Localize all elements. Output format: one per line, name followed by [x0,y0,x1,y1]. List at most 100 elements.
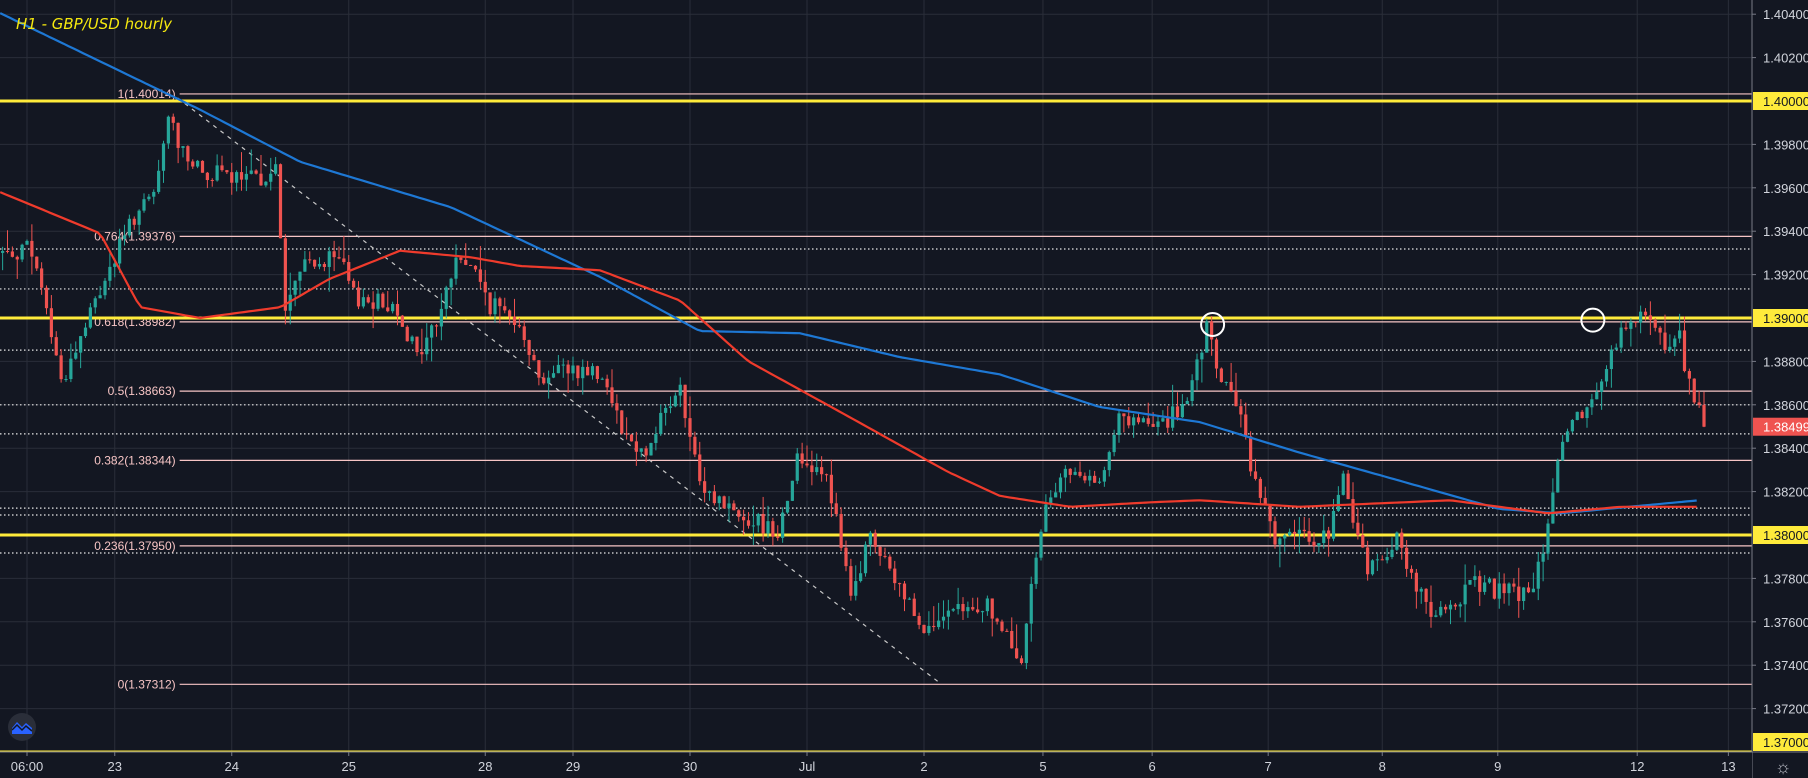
candle-body [1556,460,1560,493]
candle-body [688,418,692,437]
candle [269,157,273,191]
candle-body [1409,568,1414,573]
candle [1244,402,1248,440]
candle-body [1068,468,1072,475]
candle [703,467,707,503]
candle-body [586,366,590,376]
candle-body [1083,475,1087,481]
candle-body [1551,492,1555,524]
logo-icon[interactable] [8,713,36,741]
candle-body [459,257,463,260]
candle [10,246,14,258]
candle [147,193,151,202]
candle-body [69,358,73,380]
settings-gear-icon[interactable]: ☼ [1774,757,1792,777]
candle [498,296,502,324]
candle [469,264,473,267]
candle-body [1224,381,1228,383]
candle-body [210,180,214,182]
candle [1010,617,1014,649]
candle [332,240,336,272]
candle [1268,504,1272,539]
candle [249,149,253,175]
candle [907,597,911,600]
candle [186,145,190,171]
candle [381,292,385,309]
candle-body [532,354,536,361]
candle-body [1019,658,1024,664]
candle [1000,619,1004,633]
candle [215,154,219,182]
candle [1361,523,1365,548]
candle-body [893,568,897,584]
candle [98,286,102,299]
candle-body [215,165,219,181]
candle-body [1453,604,1457,607]
candle [776,525,780,541]
candle [824,473,829,482]
candle-body [1512,583,1516,587]
candle-body [264,181,268,186]
candle-body [717,496,721,504]
price-tick-label: 1.38800 [1763,354,1808,369]
candle [951,607,955,612]
candle [1556,458,1560,493]
candle [278,163,283,239]
candle [1029,576,1033,642]
candle [1093,470,1097,483]
candle-body [293,280,297,295]
candle-body [971,607,975,610]
candle-body [820,467,824,475]
candle-body [556,364,560,374]
candle [878,546,882,566]
candle [1687,368,1691,395]
candle [512,298,517,333]
candle [1214,337,1219,379]
candle [473,265,478,272]
candle-body [1502,583,1506,594]
candle [1424,588,1428,614]
candle-body [469,264,473,266]
candle [1658,326,1662,345]
candle-body [225,170,229,173]
candle-body [59,355,63,380]
candle-body [1317,543,1321,547]
candle [1107,450,1111,477]
price-tick-label: 1.37800 [1763,571,1808,586]
candle-body [873,532,877,547]
candle-body [1214,339,1219,369]
candle [1195,353,1199,391]
candle-body [512,316,517,326]
candle [171,113,175,131]
candle [1639,305,1643,334]
candle-body [186,146,190,162]
candle [361,288,365,309]
candle [1653,317,1657,332]
candle [1546,518,1550,560]
time-tick-label: 2 [920,759,927,774]
candle-body [1590,399,1594,408]
candle-body [74,352,78,359]
candle [1487,576,1492,584]
candle-body [932,625,936,628]
price-axis[interactable] [1752,0,1808,778]
candle [937,602,941,630]
candle-body [868,532,872,545]
candle-body [707,491,712,493]
candle [946,599,950,630]
candle [230,162,234,195]
candle-body [751,525,755,527]
price-tick-label: 1.39600 [1763,181,1808,196]
candle [376,288,380,312]
candle-body [147,196,151,200]
time-axis[interactable] [0,752,1752,778]
candle-body [361,297,365,307]
candle [854,565,858,601]
time-tick-label: 9 [1494,759,1501,774]
candle-body [922,624,926,633]
candle-body [1575,411,1579,420]
candle [366,294,370,304]
candle-body [1156,421,1160,427]
candle [161,140,166,183]
